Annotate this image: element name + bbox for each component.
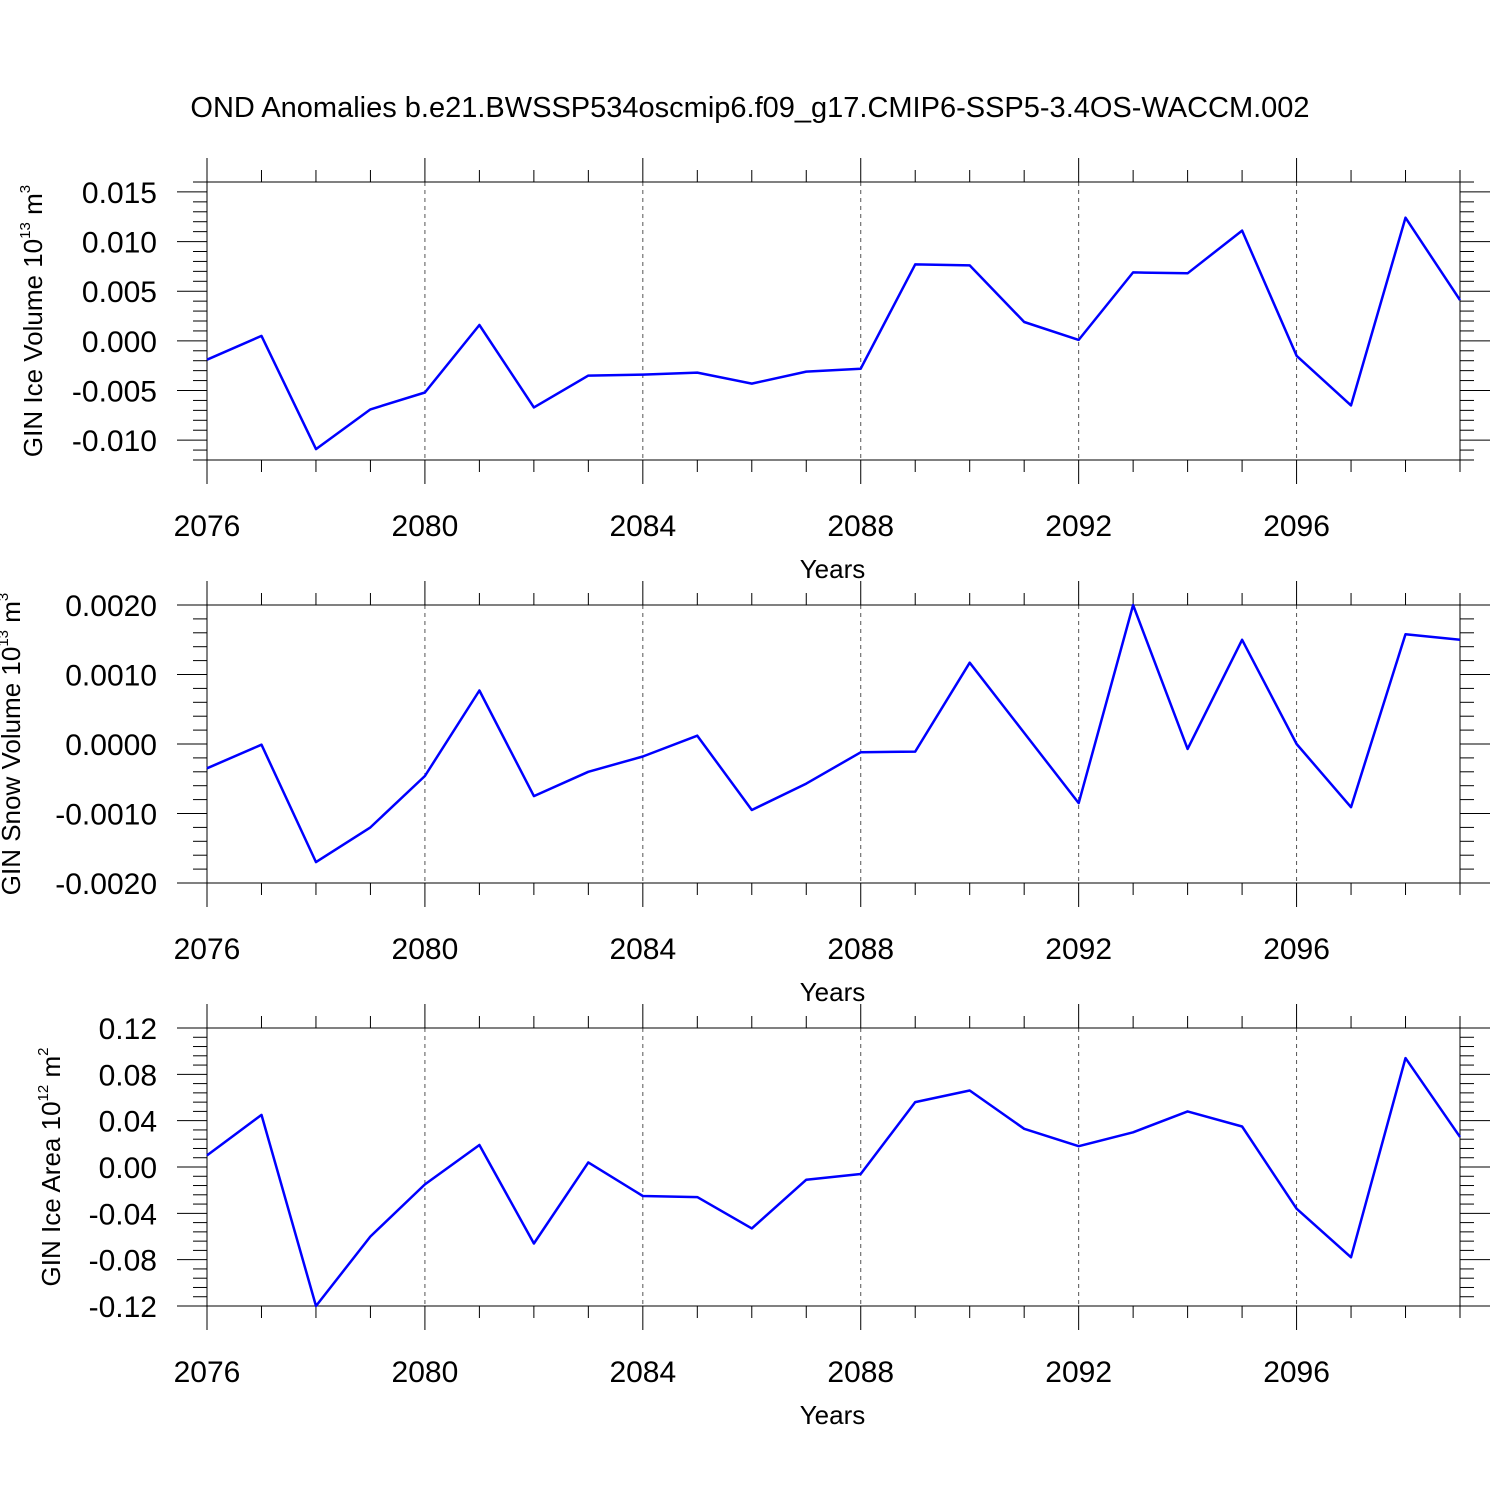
y-axis-label-ylabel-unit: m bbox=[36, 1056, 66, 1085]
y-tick-label: -0.0010 bbox=[55, 799, 157, 832]
panel-2: 2076 2080 2084 2088 2092 2096 -0.0020 -0.0010 0.… bbox=[0, 581, 1490, 1007]
y-axis-label-ylabel-main: GIN Ice Area 10 bbox=[36, 1101, 66, 1286]
x-tick-label: 2080 bbox=[392, 1356, 459, 1389]
y-axis-label: GIN Ice Area 1012 m2 bbox=[35, 1048, 66, 1287]
y-tick-label: 0.0000 bbox=[65, 729, 157, 762]
y-axis-label: GIN Ice Volume 1013 m3 bbox=[17, 185, 48, 457]
panel-1: 2076 2080 2084 2088 2092 2096 -0.010 -0.005 0.00… bbox=[17, 158, 1490, 584]
y-axis-label-ylabel-main: GIN Snow Volume 10 bbox=[0, 647, 26, 896]
x-tick-label: 2084 bbox=[609, 1356, 676, 1389]
x-tick-label: 2096 bbox=[1263, 1356, 1330, 1389]
series-line bbox=[206, 216, 1462, 451]
series-line bbox=[206, 1056, 1462, 1308]
x-tick-label: 2076 bbox=[174, 1356, 241, 1389]
y-tick-label: 0.04 bbox=[99, 1106, 157, 1139]
x-tick-label: 2092 bbox=[1045, 510, 1112, 543]
y-tick-label: 0.08 bbox=[99, 1059, 157, 1092]
y-tick-label: 0.0020 bbox=[65, 590, 157, 623]
y-axis-label-ylabel-exp: 13 bbox=[17, 222, 34, 239]
y-axis-label-ylabel-exp: 12 bbox=[35, 1085, 52, 1102]
plot-frame bbox=[206, 181, 1461, 461]
y-axis-label-ylabel-unit-exp: 2 bbox=[35, 1048, 52, 1056]
y-tick-label: -0.08 bbox=[89, 1245, 157, 1278]
plot-frame bbox=[206, 1027, 1461, 1307]
y-tick-label: 0.010 bbox=[82, 227, 157, 260]
y-tick-label: -0.005 bbox=[72, 376, 157, 409]
x-tick-label: 2076 bbox=[174, 933, 241, 966]
y-axis-label-ylabel-unit-exp: 3 bbox=[0, 593, 12, 601]
y-tick-label: -0.04 bbox=[89, 1198, 157, 1231]
y-axis-label-ylabel-unit-exp: 3 bbox=[17, 185, 34, 193]
x-tick-label: 2076 bbox=[174, 510, 241, 543]
x-tick-label: 2092 bbox=[1045, 1356, 1112, 1389]
x-tick-label: 2084 bbox=[609, 933, 676, 966]
chart-title: OND Anomalies b.e21.BWSSP534oscmip6.f09_… bbox=[190, 92, 1310, 124]
x-tick-label: 2088 bbox=[827, 510, 894, 543]
panel-3: 2076 2080 2084 2088 2092 2096 -0.12 -0.08 -0.04 0… bbox=[35, 1004, 1490, 1430]
y-axis-label: GIN Snow Volume 1013 m3 bbox=[0, 593, 26, 896]
x-tick-label: 2080 bbox=[392, 510, 459, 543]
y-tick-label: 0.015 bbox=[82, 177, 157, 210]
x-axis-label: Years bbox=[800, 977, 866, 1007]
y-tick-label: 0.005 bbox=[82, 276, 157, 309]
x-tick-label: 2096 bbox=[1263, 510, 1330, 543]
x-tick-label: 2084 bbox=[609, 510, 676, 543]
x-tick-label: 2088 bbox=[827, 1356, 894, 1389]
plot-frame bbox=[206, 604, 1461, 884]
x-tick-label: 2096 bbox=[1263, 933, 1330, 966]
y-axis-label-ylabel-unit: m bbox=[18, 193, 48, 222]
x-tick-label: 2092 bbox=[1045, 933, 1112, 966]
y-axis-label-ylabel-main: GIN Ice Volume 10 bbox=[18, 239, 48, 457]
x-axis-label: Years bbox=[800, 1400, 866, 1430]
x-tick-label: 2080 bbox=[392, 933, 459, 966]
x-axis-label: Years bbox=[800, 554, 866, 584]
y-tick-label: -0.0020 bbox=[55, 868, 157, 901]
y-tick-label: 0.000 bbox=[82, 326, 157, 359]
x-tick-label: 2088 bbox=[827, 933, 894, 966]
y-tick-label: 0.00 bbox=[99, 1152, 157, 1185]
y-tick-label: 0.0010 bbox=[65, 660, 157, 693]
y-axis-label-ylabel-exp: 13 bbox=[0, 630, 12, 647]
y-axis-label-ylabel-unit: m bbox=[0, 601, 26, 630]
y-tick-label: -0.010 bbox=[72, 425, 157, 458]
y-tick-label: 0.12 bbox=[99, 1013, 157, 1046]
y-tick-label: -0.12 bbox=[89, 1291, 157, 1324]
series-line bbox=[206, 603, 1461, 864]
